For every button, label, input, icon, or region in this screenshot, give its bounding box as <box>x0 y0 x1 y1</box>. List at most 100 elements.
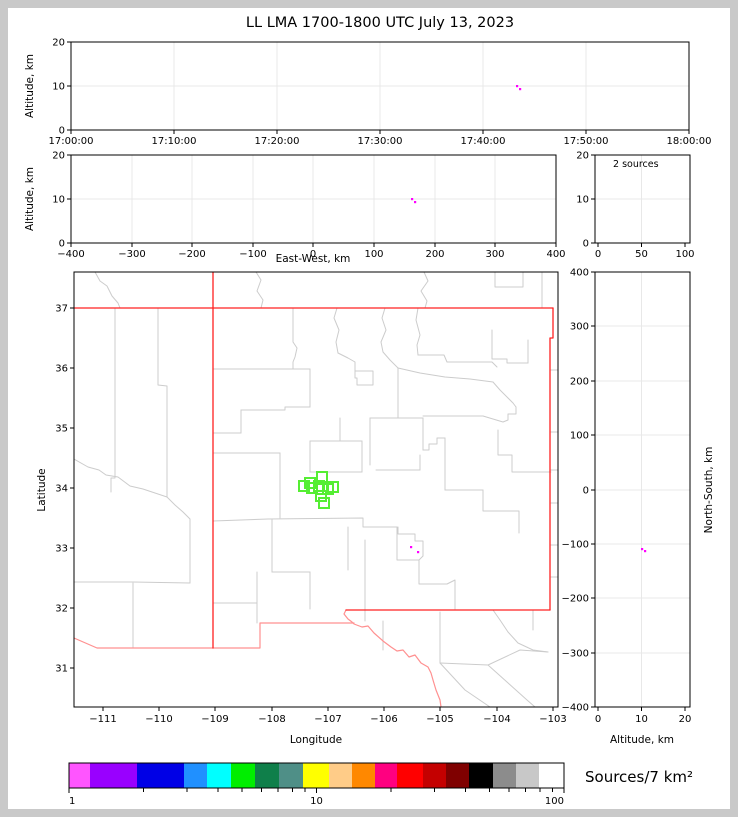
county-line <box>417 354 498 368</box>
county-line <box>333 307 340 354</box>
international-border-line <box>343 609 442 707</box>
map-content <box>74 272 558 707</box>
tick-label: −300 <box>118 249 145 260</box>
tick-label: 20 <box>679 714 692 725</box>
colorbar-segment <box>90 763 137 788</box>
tick-label: 400 <box>570 268 589 279</box>
tick-label: 20 <box>52 38 65 49</box>
colorbar-segment <box>469 763 493 788</box>
gridlines <box>71 42 690 707</box>
county-line <box>491 329 529 364</box>
county-line <box>212 518 269 522</box>
tick-label: 50 <box>635 249 648 260</box>
colorbar-label: Sources/7 km² <box>585 768 693 786</box>
tick-label: −103 <box>539 714 566 725</box>
lma-station-marker <box>318 497 330 509</box>
tick-label: 17:20:00 <box>255 136 300 147</box>
lma-station-markers <box>298 471 339 509</box>
colorbar-segment <box>375 763 397 788</box>
tick-label: 10 <box>52 82 65 93</box>
tick-label: 35 <box>55 424 68 435</box>
tick-label: −106 <box>370 714 397 725</box>
plan-view-map-panel <box>73 271 559 708</box>
lightning-source-dot <box>411 198 414 201</box>
colorbar-segment <box>352 763 375 788</box>
tick-label: −111 <box>89 714 116 725</box>
county-line <box>492 609 549 653</box>
tick-label: −200 <box>562 594 589 605</box>
colorbar-segment <box>255 763 279 788</box>
colorbar-segment <box>397 763 423 788</box>
tick-label: 20 <box>52 151 65 162</box>
tick-label: 300 <box>485 249 504 260</box>
county-line <box>267 517 398 528</box>
tick-label: 0 <box>583 239 589 250</box>
lightning-source-dot <box>414 201 417 204</box>
colorbar-segment <box>329 763 352 788</box>
tick-label: 0 <box>583 486 589 497</box>
lightning-source-dot <box>519 88 522 91</box>
county-line <box>439 662 489 666</box>
tick-label: −400 <box>57 249 84 260</box>
tick-label: 34 <box>55 484 68 495</box>
state-border-line <box>549 307 554 611</box>
tick-label: −104 <box>483 714 510 725</box>
ew-panel-xlabel: East-West, km <box>276 253 351 265</box>
tick-label: 36 <box>55 364 68 375</box>
tick-label: 200 <box>425 249 444 260</box>
county-line <box>397 526 424 561</box>
county-line <box>439 662 491 707</box>
colorbar-segment <box>516 763 539 788</box>
county-line <box>482 489 520 534</box>
county-line <box>420 272 429 309</box>
county-line <box>354 370 374 386</box>
tick-label: 200 <box>570 377 589 388</box>
international-border-line <box>74 622 355 649</box>
county-line <box>157 307 168 498</box>
tick-label: −105 <box>426 714 453 725</box>
county-line <box>497 429 552 473</box>
tick-label: −200 <box>178 249 205 260</box>
county-line <box>74 581 191 584</box>
county-line <box>74 458 168 498</box>
source-count-annotation: 2 sources <box>613 159 659 170</box>
lightning-source-dot <box>410 546 413 549</box>
tick-label: 10 <box>576 195 589 206</box>
lma-station-marker <box>315 490 327 502</box>
axis-ticks-and-labels: 17:00:00 17:10:00 17:20:00 17:30:00 17:40:00… <box>49 38 712 726</box>
map-xlabel: Longitude <box>290 734 342 746</box>
ns-panel-ylabel: North-South, km <box>703 447 715 534</box>
county-line <box>397 367 494 383</box>
colorbar-segment <box>69 763 90 788</box>
county-line <box>487 664 536 707</box>
county-line <box>292 307 298 370</box>
colorbar-segment <box>231 763 255 788</box>
county-line <box>396 526 448 585</box>
colorbar-segment <box>207 763 231 788</box>
lightning-source-dot <box>641 548 644 551</box>
colorbar-tick-label: 10 <box>310 796 323 807</box>
county-line <box>339 417 363 442</box>
tick-label: 0 <box>59 239 65 250</box>
tick-label: −100 <box>562 540 589 551</box>
colorbar-segment <box>279 763 303 788</box>
tick-label: 37 <box>55 304 68 315</box>
colorbar-segment <box>493 763 516 788</box>
county-line <box>482 406 517 423</box>
colorbar-segment <box>184 763 207 788</box>
county-line <box>255 272 264 309</box>
international-border <box>74 609 442 707</box>
ns-panel-xlabel: Altitude, km <box>610 734 674 746</box>
ew-panel-ylabel: Altitude, km <box>24 167 36 231</box>
tick-label: 10 <box>635 714 648 725</box>
lightning-source-dot <box>516 85 519 88</box>
tick-label: 300 <box>570 322 589 333</box>
lma-station-marker <box>327 481 339 493</box>
county-line <box>94 272 121 309</box>
colorbar-segment <box>303 763 329 788</box>
colorbar-segment <box>423 763 446 788</box>
tick-label: 17:10:00 <box>152 136 197 147</box>
tick-label: 0 <box>595 249 601 260</box>
tick-label: 10 <box>52 195 65 206</box>
